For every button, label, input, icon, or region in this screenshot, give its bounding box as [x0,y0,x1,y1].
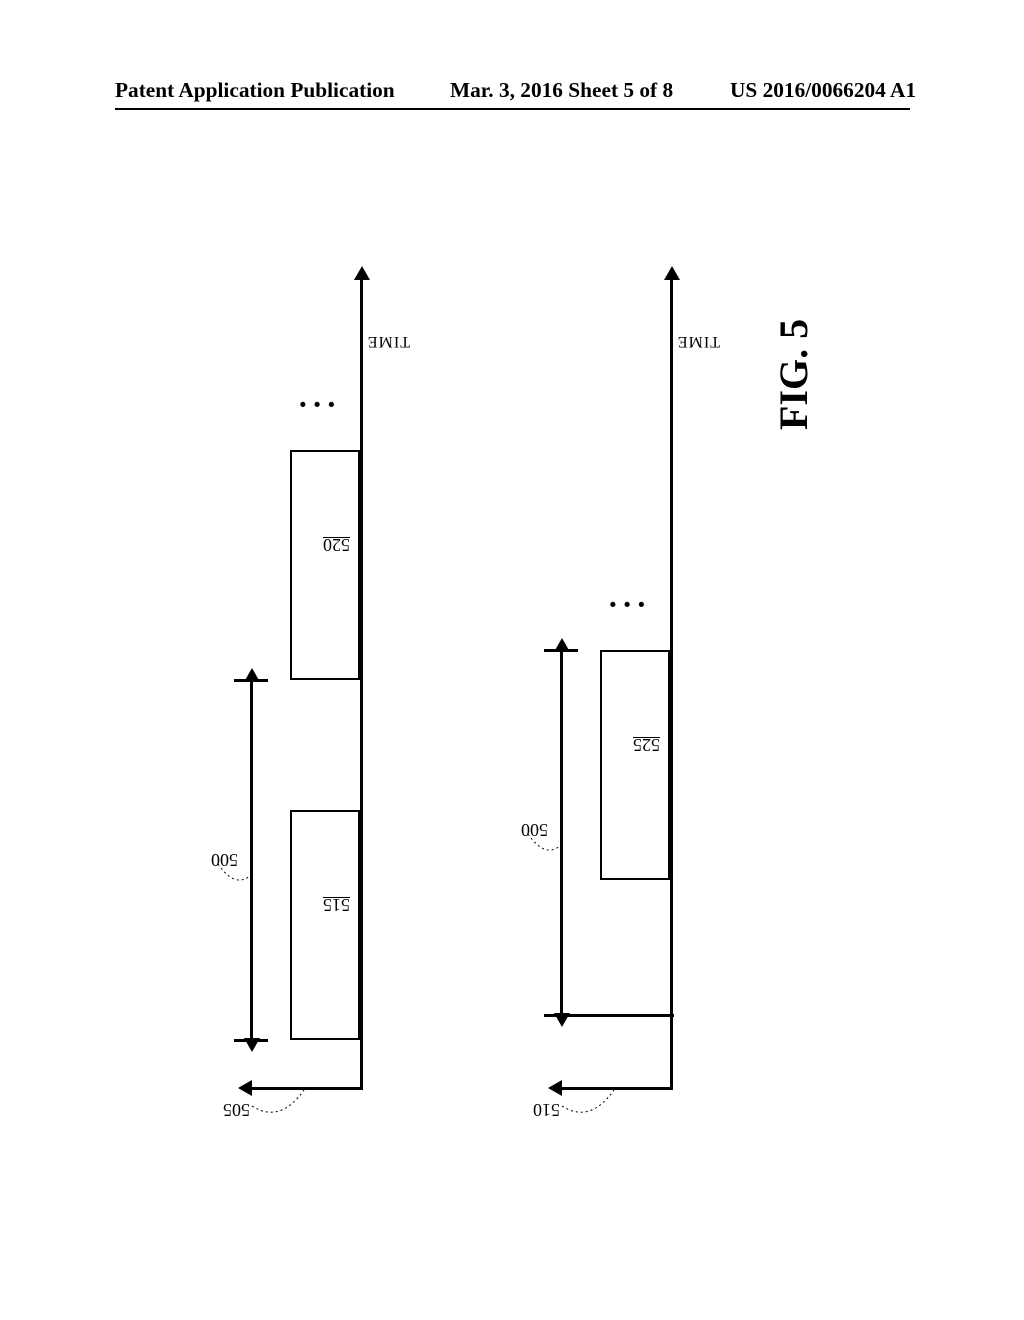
bottom-ellipsis: ● ● ● [607,597,645,612]
leader-500-bottom [526,822,566,862]
ref-525: 525 [633,734,660,755]
page: Patent Application Publication Mar. 3, 2… [0,0,1024,1320]
top-ellipsis: ● ● ● [297,397,335,412]
header-right: US 2016/0066204 A1 [730,78,916,103]
header-rule [115,108,910,110]
ref-515: 515 [323,894,350,915]
box-525 [600,650,670,880]
bottom-time-label: TIME [677,332,720,350]
bottom-time-axis-arrow [664,266,680,280]
leader-510 [560,1064,620,1124]
top-period-tcap-left [234,1039,268,1042]
top-period-tcap-right [234,679,268,682]
ref-510: 510 [533,1099,560,1120]
diagram: 505 515 520 ● ● ● 500 TIME 510 [150,200,850,1150]
ref-505: 505 [223,1099,250,1120]
header-center: Mar. 3, 2016 Sheet 5 of 8 [450,78,673,103]
top-time-axis [360,280,363,1090]
top-time-axis-arrow [354,266,370,280]
box-515 [290,810,360,1040]
top-time-label: TIME [367,332,410,350]
box-520 [290,450,360,680]
bottom-period-tcap-left [544,1014,674,1017]
figure-label: FIG. 5 [770,319,817,430]
bottom-period-tcap-right [544,649,578,652]
header-left: Patent Application Publication [115,78,395,103]
ref-520: 520 [323,534,350,555]
leader-500-top [216,852,256,892]
bottom-time-axis [670,280,673,1090]
leader-505 [250,1064,310,1124]
